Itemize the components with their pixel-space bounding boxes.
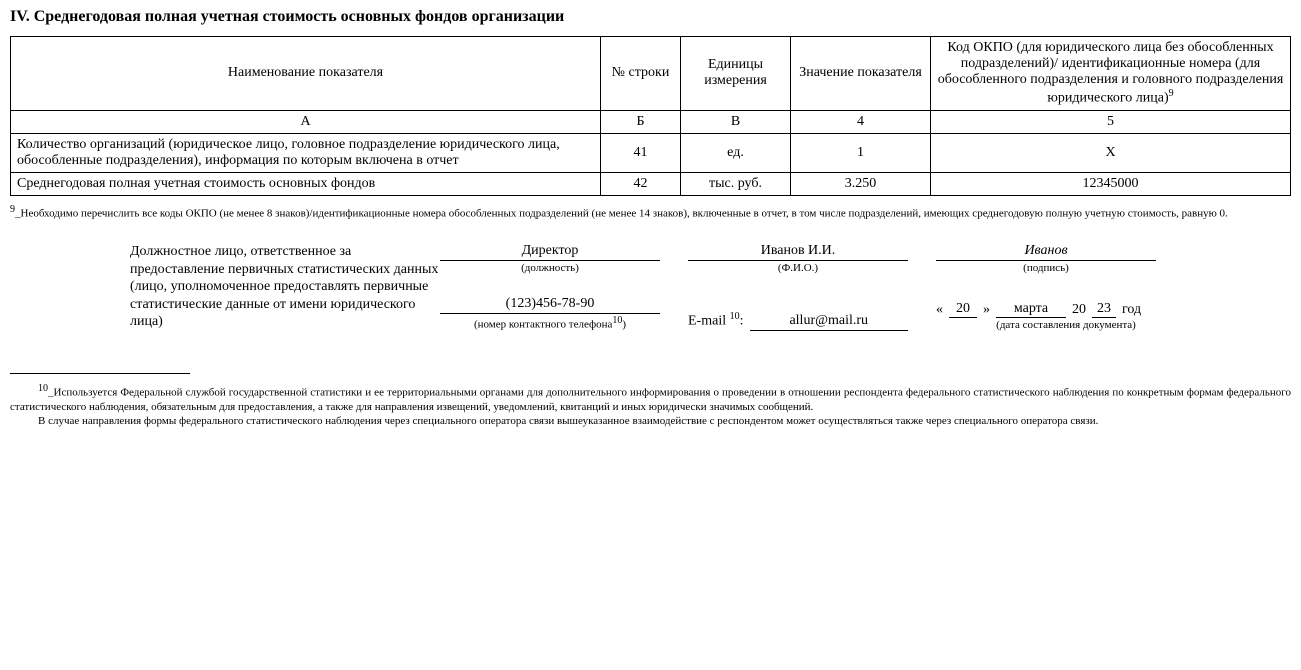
letter-a: А [11,110,601,133]
letter-e: 5 [931,110,1291,133]
date-caption: (дата составления документа) [936,319,1196,331]
phone-value: (123)456-78-90 [440,296,660,314]
header-units: Единицы измерения [681,37,791,111]
table-row: Количество организаций (юридическое лицо… [11,133,1291,172]
cell-no: 41 [601,133,681,172]
header-name: Наименование показателя [11,37,601,111]
fio-caption: (Ф.И.О.) [688,262,908,274]
cell-okpo: Х [931,133,1291,172]
header-value: Значение показателя [791,37,931,111]
table-header-row: Наименование показателя № строки Единицы… [11,37,1291,111]
cell-name: Среднегодовая полная учетная стоимость о… [11,172,601,195]
footnote-10: 10_Используется Федеральной службой госу… [10,382,1291,429]
fio-value: Иванов И.И. [688,243,908,261]
letter-b: Б [601,110,681,133]
main-table: Наименование показателя № строки Единицы… [10,36,1291,196]
date-month: марта [996,301,1066,318]
table-letter-row: А Б В 4 5 [11,110,1291,133]
letter-d: 4 [791,110,931,133]
date-row: « 20 » марта 20 23 год [936,301,1196,318]
footnote-9: 9_Необходимо перечислить все коды ОКПО (… [10,204,1291,221]
cell-name: Количество организаций (юридическое лицо… [11,133,601,172]
cell-no: 42 [601,172,681,195]
year-prefix: 20 [1072,302,1086,318]
responsible-person-label: Должностное лицо, ответственное за предо… [10,243,440,331]
section-title: IV. Среднегодовая полная учетная стоимос… [10,8,1291,26]
position-caption: (должность) [440,262,660,274]
phone-caption: (номер контактного телефона10) [440,315,660,331]
quote-close: » [983,302,990,318]
cell-value: 1 [791,133,931,172]
table-row: Среднегодовая полная учетная стоимость о… [11,172,1291,195]
quote-open: « [936,302,943,318]
header-rowno: № строки [601,37,681,111]
cell-units: тыс. руб. [681,172,791,195]
letter-c: В [681,110,791,133]
signature-block: Должностное лицо, ответственное за предо… [10,243,1291,335]
email-label: E-mail 10: [688,311,744,331]
separator-line [10,373,190,374]
cell-okpo: 12345000 [931,172,1291,195]
date-year: 23 [1092,301,1116,318]
cell-value: 3.250 [791,172,931,195]
date-day: 20 [949,301,977,318]
cell-units: ед. [681,133,791,172]
year-suffix: год [1122,302,1141,318]
signature-caption: (подпись) [936,262,1156,274]
signature-value: Иванов [936,243,1156,261]
position-value: Директор [440,243,660,261]
email-value: allur@mail.ru [750,313,909,331]
header-okpo: Код ОКПО (для юридического лица без обос… [931,37,1291,111]
